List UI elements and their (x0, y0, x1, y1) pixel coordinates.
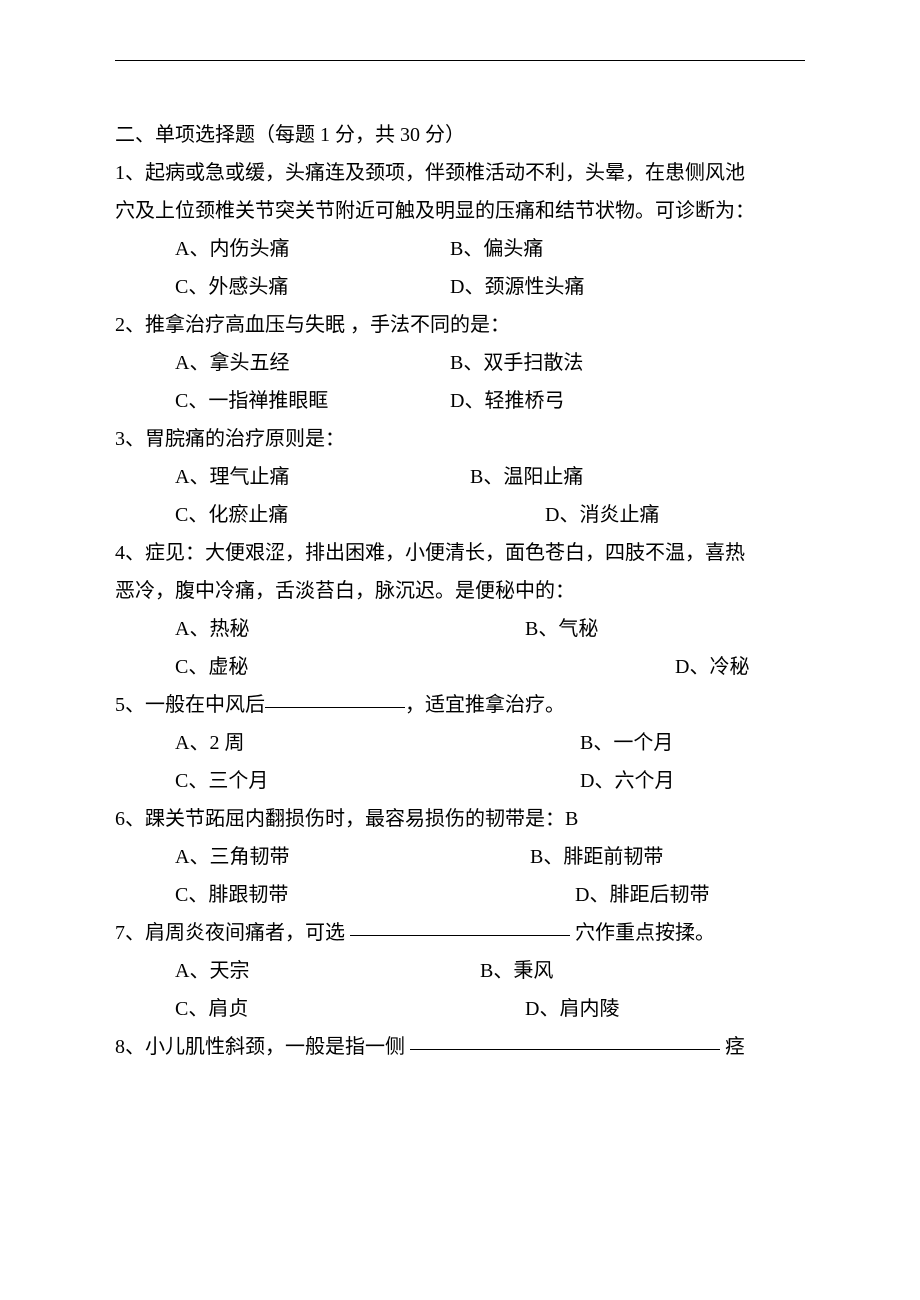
top-horizontal-rule (115, 60, 805, 61)
q2-option-a: A、拿头五经 (115, 344, 450, 382)
q1-line1: 1、起病或急或缓，头痛连及颈项，伴颈椎活动不利，头晕，在患侧风池 (115, 154, 805, 192)
q7-suffix: 穴作重点按揉。 (570, 922, 715, 944)
q7-prefix: 肩周炎夜间痛者，可选 (145, 922, 350, 944)
q7-option-a: A、天宗 (115, 952, 450, 990)
q6-line1: 6、踝关节跖屈内翻损伤时，最容易损伤的韧带是：B (115, 800, 805, 838)
q4-line1: 4、症见：大便艰涩，排出困难，小便清长，面色苍白，四肢不温，喜热 (115, 534, 805, 572)
q2-line1: 2、推拿治疗高血压与失眠 ，手法不同的是： (115, 306, 805, 344)
q8-prefix: 小儿肌性斜颈，一般是指一侧 (145, 1036, 410, 1058)
q7-options-row2: C、肩贞 D、肩内陵 (115, 990, 805, 1028)
q3-text-1: 胃脘痛的治疗原则是： (145, 428, 345, 450)
q1-options-row2: C、外感头痛 D、颈源性头痛 (115, 268, 805, 306)
q5-option-b: B、一个月 (450, 724, 805, 762)
q5-option-d: D、六个月 (450, 762, 805, 800)
q8-line1: 8、小儿肌性斜颈，一般是指一侧 痉 (115, 1028, 805, 1066)
q4-options-row2: C、虚秘 D、冷秘 (115, 648, 805, 686)
q3-number: 3、 (115, 428, 145, 450)
q4-number: 4、 (115, 542, 145, 564)
q1-number: 1、 (115, 162, 145, 184)
q2-option-c: C、一指禅推眼眶 (115, 382, 450, 420)
q4-option-c: C、虚秘 (115, 648, 450, 686)
q2-options-row2: C、一指禅推眼眶 D、轻推桥弓 (115, 382, 805, 420)
q4-text-1: 症见：大便艰涩，排出困难，小便清长，面色苍白，四肢不温，喜热 (145, 542, 745, 564)
page-container: 二、单项选择题（每题 1 分，共 30 分） 1、起病或急或缓，头痛连及颈项，伴… (0, 0, 920, 1126)
q1-line2: 穴及上位颈椎关节突关节附近可触及明显的压痛和结节状物。可诊断为： (115, 192, 805, 230)
q6-option-c: C、腓跟韧带 (115, 876, 450, 914)
q1-option-d: D、颈源性头痛 (450, 268, 805, 306)
q3-option-b: B、温阳止痛 (450, 458, 805, 496)
q5-options-row2: C、三个月 D、六个月 (115, 762, 805, 800)
q5-prefix: 一般在中风后 (145, 694, 265, 716)
q6-option-b: B、腓距前韧带 (450, 838, 805, 876)
q6-options-row1: A、三角韧带 B、腓距前韧带 (115, 838, 805, 876)
q3-option-a: A、理气止痛 (115, 458, 450, 496)
q1-text-1: 起病或急或缓，头痛连及颈项，伴颈椎活动不利，头晕，在患侧风池 (145, 162, 745, 184)
q4-option-b: B、气秘 (450, 610, 805, 648)
q7-option-d: D、肩内陵 (450, 990, 805, 1028)
q5-option-a: A、2 周 (115, 724, 450, 762)
q6-options-row2: C、腓跟韧带 D、腓距后韧带 (115, 876, 805, 914)
q7-number: 7、 (115, 922, 145, 944)
q1-option-b: B、偏头痛 (450, 230, 805, 268)
q4-option-a: A、热秘 (115, 610, 450, 648)
q2-number: 2、 (115, 314, 145, 336)
q5-options-row1: A、2 周 B、一个月 (115, 724, 805, 762)
q8-blank (410, 1049, 720, 1050)
q5-line1: 5、一般在中风后 ，适宜推拿治疗。 (115, 686, 805, 724)
q8-number: 8、 (115, 1036, 145, 1058)
q4-options-row1: A、热秘 B、气秘 (115, 610, 805, 648)
q7-options-row1: A、天宗 B、秉风 (115, 952, 805, 990)
q6-number: 6、 (115, 808, 145, 830)
q1-options-row1: A、内伤头痛 B、偏头痛 (115, 230, 805, 268)
q7-blank (350, 935, 570, 936)
q6-text-1: 踝关节跖屈内翻损伤时，最容易损伤的韧带是：B (145, 808, 578, 830)
q7-option-b: B、秉风 (450, 952, 805, 990)
q1-option-c: C、外感头痛 (115, 268, 450, 306)
q8-suffix: 痉 (720, 1036, 745, 1058)
q3-line1: 3、胃脘痛的治疗原则是： (115, 420, 805, 458)
q2-options-row1: A、拿头五经 B、双手扫散法 (115, 344, 805, 382)
q3-options-row2: C、化瘀止痛 D、消炎止痛 (115, 496, 805, 534)
q4-option-d: D、冷秘 (450, 648, 805, 686)
section-title: 二、单项选择题（每题 1 分，共 30 分） (115, 116, 805, 154)
q5-option-c: C、三个月 (115, 762, 450, 800)
q7-line1: 7、肩周炎夜间痛者，可选 穴作重点按揉。 (115, 914, 805, 952)
q7-option-c: C、肩贞 (115, 990, 450, 1028)
q5-blank (265, 707, 405, 708)
q1-option-a: A、内伤头痛 (115, 230, 450, 268)
q2-option-d: D、轻推桥弓 (450, 382, 805, 420)
q6-option-d: D、腓距后韧带 (450, 876, 805, 914)
q4-line2: 恶冷，腹中冷痛，舌淡苔白，脉沉迟。是便秘中的： (115, 572, 805, 610)
q2-text-1: 推拿治疗高血压与失眠 ，手法不同的是： (145, 314, 510, 336)
q3-option-c: C、化瘀止痛 (115, 496, 450, 534)
q2-option-b: B、双手扫散法 (450, 344, 805, 382)
q6-option-a: A、三角韧带 (115, 838, 450, 876)
q3-option-d: D、消炎止痛 (450, 496, 805, 534)
q5-suffix: ，适宜推拿治疗。 (405, 694, 565, 716)
q5-number: 5、 (115, 694, 145, 716)
q3-options-row1: A、理气止痛 B、温阳止痛 (115, 458, 805, 496)
